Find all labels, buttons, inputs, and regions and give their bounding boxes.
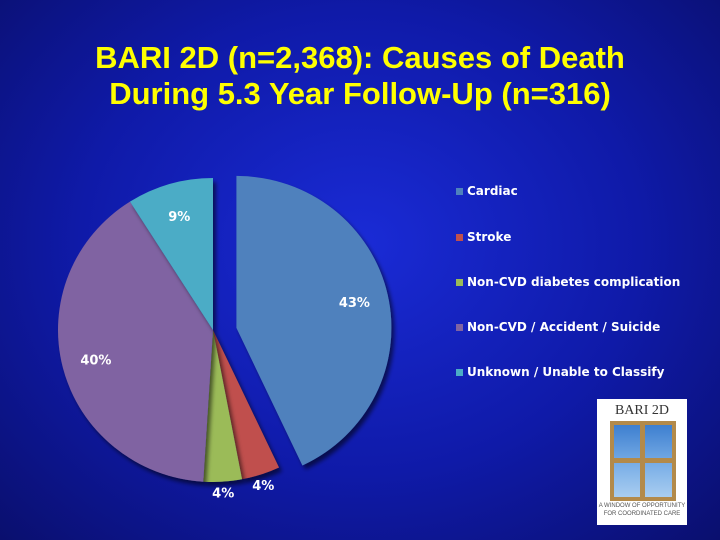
window-icon [610, 421, 676, 501]
legend-item-non-cvd-accident: Non-CVD / Accident / Suicide [456, 320, 660, 334]
legend-label: Stroke [467, 230, 512, 244]
legend-swatch [456, 278, 463, 286]
legend-swatch [456, 187, 463, 195]
legend-label: Unknown / Unable to Classify [467, 365, 665, 379]
label-stroke: 4% [252, 479, 274, 494]
legend-swatch [456, 368, 463, 376]
label-non-cvd-diabetes: 4% [212, 486, 234, 501]
legend-item-unknown: Unknown / Unable to Classify [456, 365, 664, 379]
label-cardiac: 43% [339, 296, 370, 311]
legend-label: Cardiac [467, 184, 518, 198]
legend-swatch [456, 233, 463, 241]
slice-stroke [213, 330, 279, 480]
slice-non-cvd-accident [57, 201, 213, 482]
slice-unknown [129, 178, 213, 330]
legend-label: Non-CVD diabetes complication [467, 275, 681, 289]
slide-title: BARI 2D (n=2,368): Causes of Death Durin… [0, 40, 720, 112]
bari-2d-logo: BARI 2D A WINDOW OF OPPORTUNITY FOR COOR… [597, 399, 687, 525]
logo-tagline: A WINDOW OF OPPORTUNITY FOR COORDINATED … [598, 503, 686, 517]
label-unknown: 9% [168, 210, 190, 225]
slide-title-line-1: BARI 2D (n=2,368): Causes of Death [95, 40, 625, 75]
slide-title-line-2: During 5.3 Year Follow-Up (n=316) [109, 76, 611, 111]
label-non-cvd-accident: 40% [80, 353, 111, 368]
legend-item-cardiac: Cardiac [456, 184, 518, 198]
slice-cardiac [236, 175, 392, 466]
legend-label: Non-CVD / Accident / Suicide [467, 320, 661, 334]
legend-item-non-cvd-diabetes: Non-CVD diabetes complication [456, 275, 680, 289]
logo-title: BARI 2D [614, 403, 670, 418]
legend-swatch [456, 323, 463, 331]
legend-item-stroke: Stroke [456, 230, 511, 244]
slice-non-cvd-diabetes [203, 330, 243, 482]
